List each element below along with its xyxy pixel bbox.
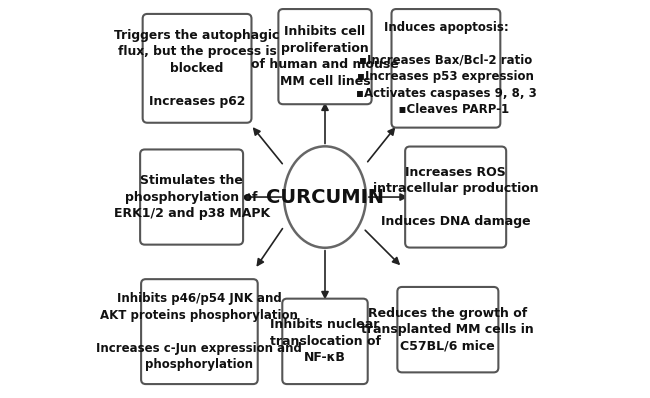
- Text: Inhibits cell
proliferation
of human and mouse
MM cell lines: Inhibits cell proliferation of human and…: [251, 25, 399, 88]
- Text: Induces apoptosis:

▪Increases Bax/Bcl-2 ratio
▪Increases p53 expression
▪Activa: Induces apoptosis: ▪Increases Bax/Bcl-2 …: [356, 21, 536, 116]
- FancyBboxPatch shape: [391, 9, 501, 128]
- FancyBboxPatch shape: [282, 298, 368, 384]
- Text: Stimulates the
phosphorylation of
ERK1/2 and p38 MAPK: Stimulates the phosphorylation of ERK1/2…: [114, 174, 270, 220]
- Text: CURCUMIN: CURCUMIN: [266, 187, 384, 207]
- FancyBboxPatch shape: [141, 279, 257, 384]
- Ellipse shape: [284, 146, 366, 248]
- Text: Inhibits p46/p54 JNK and
AKT proteins phosphorylation

Increases c-Jun expressio: Inhibits p46/p54 JNK and AKT proteins ph…: [96, 292, 302, 371]
- Text: Inhibits nuclear
translocation of
NF-κB: Inhibits nuclear translocation of NF-κB: [270, 318, 380, 364]
- Text: Triggers the autophagic
flux, but the process is
blocked

Increases p62: Triggers the autophagic flux, but the pr…: [114, 29, 280, 108]
- FancyBboxPatch shape: [397, 287, 499, 373]
- Text: Increases ROS
intracellular production

Induces DNA damage: Increases ROS intracellular production I…: [373, 166, 538, 228]
- Text: Reduces the growth of
transplanted MM cells in
C57BL/6 mice: Reduces the growth of transplanted MM ce…: [361, 307, 534, 353]
- FancyBboxPatch shape: [278, 9, 372, 104]
- FancyBboxPatch shape: [405, 146, 506, 248]
- FancyBboxPatch shape: [142, 14, 252, 123]
- FancyBboxPatch shape: [140, 150, 243, 245]
